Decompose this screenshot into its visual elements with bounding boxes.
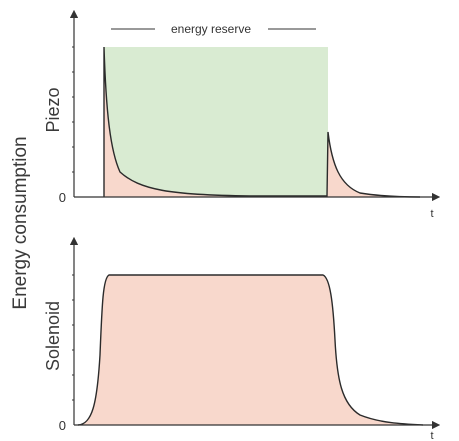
piezo-label: Piezo	[43, 87, 63, 132]
solenoid-label: Solenoid	[43, 301, 63, 371]
solenoid-consumption-area	[78, 275, 423, 425]
energy-reserve-label: energy reserve	[171, 22, 251, 36]
piezo-y-ticks	[72, 46, 74, 173]
piezo-curve	[103, 46, 421, 198]
piezo-time-label: t	[430, 208, 433, 220]
energy-reserve-annotation: energy reserve	[111, 22, 316, 36]
piezo-reserve-area	[104, 47, 328, 197]
solenoid-curve	[77, 274, 424, 426]
y-axis-label: Energy consumption	[10, 136, 31, 309]
piezo-zero-label: 0	[59, 190, 66, 205]
solenoid-zero-label: 0	[59, 418, 66, 433]
solenoid-time-label: t	[430, 430, 433, 441]
solenoid-panel: 0 t Solenoid	[43, 236, 441, 441]
solenoid-y-ticks	[72, 274, 74, 401]
piezo-panel: energy reserve 0 t Piezo	[43, 9, 441, 220]
